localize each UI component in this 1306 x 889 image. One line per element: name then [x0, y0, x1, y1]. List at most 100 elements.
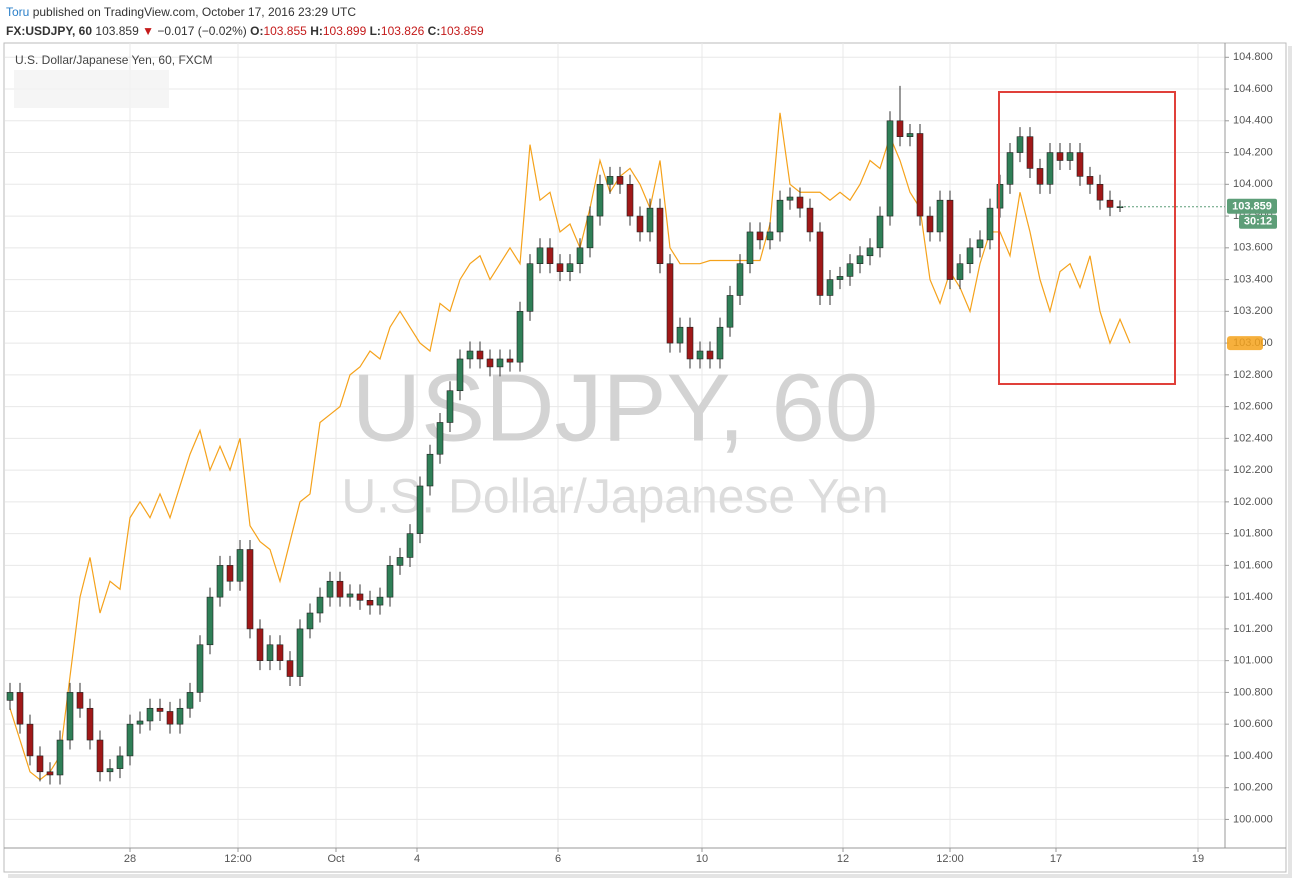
y-tick-label: 104.800: [1233, 51, 1273, 63]
x-tick-label: 28: [124, 853, 136, 865]
candle-body: [566, 263, 574, 272]
author: Toru: [6, 5, 30, 19]
candle-body: [746, 231, 754, 265]
y-tick-label: 101.800: [1233, 528, 1273, 540]
y-tick-label: 102.000: [1233, 496, 1273, 508]
candle-body: [436, 422, 444, 455]
y-tick-label: 101.200: [1233, 623, 1273, 635]
candle-body: [486, 358, 494, 368]
blurred-legend: [14, 70, 169, 108]
candle-body: [236, 549, 244, 582]
candle-body: [96, 739, 104, 773]
candle-body: [316, 596, 324, 614]
candle-body: [1106, 199, 1114, 208]
highlight-box: [998, 91, 1176, 385]
candle-body: [366, 600, 374, 606]
candle-body: [16, 692, 24, 725]
y-tick-label: 101.000: [1233, 655, 1273, 667]
candle-body: [186, 692, 194, 709]
candle-body: [356, 593, 364, 601]
candle-body: [326, 580, 334, 598]
y-tick-label: 103.400: [1233, 273, 1273, 285]
candle-body: [896, 120, 904, 137]
overlay-price-label: [1227, 336, 1263, 351]
candle-body: [536, 247, 544, 265]
y-tick-label: 104.400: [1233, 115, 1273, 127]
symbol: FX:USDJPY, 60: [6, 24, 93, 38]
change-arrow: ▼: [142, 24, 155, 38]
candle-body: [1036, 168, 1044, 185]
publish-info: published on TradingView.com, October 17…: [32, 5, 356, 19]
candle-body: [596, 184, 604, 217]
candle-body: [556, 263, 564, 272]
candle-body: [1006, 152, 1014, 185]
y-tick-label: 100.400: [1233, 750, 1273, 762]
candle-body: [266, 644, 274, 661]
candle-body: [656, 207, 664, 265]
candle-body: [706, 350, 714, 360]
candle-body: [616, 176, 624, 185]
candle-body: [386, 565, 394, 598]
candle-body: [346, 593, 354, 598]
candle-body: [416, 485, 424, 534]
y-tick-label: 102.200: [1233, 464, 1273, 476]
candle-body: [66, 692, 74, 741]
candle-body: [736, 263, 744, 296]
candle-body: [116, 755, 124, 769]
last-price-box: [1227, 198, 1277, 214]
candle-body: [126, 723, 134, 757]
candle-body: [1056, 152, 1064, 161]
candle-body: [916, 133, 924, 217]
chart-frame: [3, 42, 1287, 873]
high-value: 103.899: [322, 24, 367, 38]
candle-body: [146, 707, 154, 722]
candle-body: [296, 628, 304, 677]
quote-line: FX:USDJPY, 60 103.859 ▼ −0.017 (−0.02%) …: [6, 22, 484, 41]
x-tick-label: 10: [696, 853, 708, 865]
candle-body: [936, 199, 944, 233]
candle-body: [1016, 136, 1024, 153]
timer-box: [1239, 214, 1277, 229]
candle-body: [576, 247, 584, 265]
y-tick-label: 104.000: [1233, 178, 1273, 190]
candle-body: [826, 279, 834, 296]
y-tick-label: 100.800: [1233, 686, 1273, 698]
candle-body: [396, 557, 404, 566]
candle-body: [336, 580, 344, 598]
y-tick-label: 103.600: [1233, 242, 1273, 254]
candle-body: [866, 247, 874, 257]
candle-body: [876, 215, 884, 249]
candle-body: [36, 755, 44, 773]
y-tick-label: 101.400: [1233, 591, 1273, 603]
frame-shadow: [8, 874, 1292, 878]
y-tick-label: 102.400: [1233, 432, 1273, 444]
x-tick-label: 12:00: [224, 853, 252, 865]
candle-body: [76, 692, 84, 709]
candle-body: [526, 263, 534, 312]
last-price: 103.859: [95, 24, 139, 38]
candle-body: [1066, 152, 1074, 161]
candle-body: [886, 120, 894, 217]
candle-body: [1086, 176, 1094, 185]
candle-body: [456, 358, 464, 392]
candle-body: [686, 326, 694, 360]
candle-body: [636, 215, 644, 233]
candle-body: [426, 453, 434, 487]
candle-body: [496, 358, 504, 368]
x-tick-label: 12:00: [936, 853, 964, 865]
open-value: 103.855: [263, 24, 307, 38]
candle-body: [376, 596, 384, 606]
candle-body: [226, 565, 234, 582]
frame-shadow: [1288, 46, 1292, 876]
candle-body: [196, 644, 204, 693]
x-tick-label: 4: [414, 853, 420, 865]
candle-body: [666, 263, 674, 344]
candle-body: [756, 231, 764, 241]
candle-body: [946, 199, 954, 280]
grid: [5, 43, 1225, 848]
candle-body: [46, 771, 54, 776]
candle-body: [6, 692, 14, 701]
y-tick-label: 101.600: [1233, 559, 1273, 571]
